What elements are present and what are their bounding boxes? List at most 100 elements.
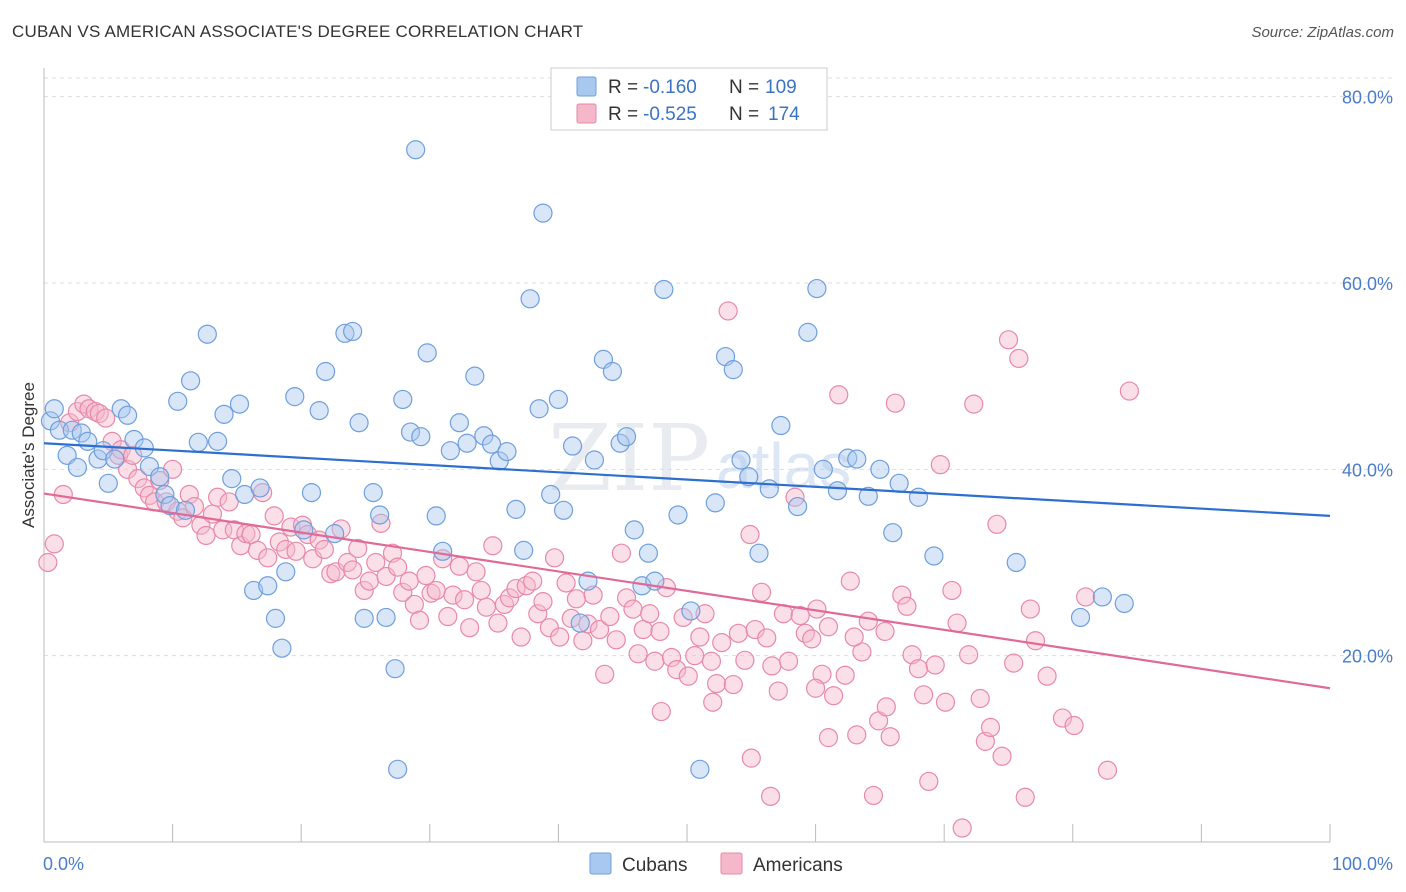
american-point-137 bbox=[812, 664, 832, 684]
american-point-149 bbox=[880, 727, 900, 747]
cuban-point-27 bbox=[222, 469, 242, 489]
american-point-17 bbox=[139, 485, 160, 506]
cuban-point-58 bbox=[457, 433, 477, 453]
american-point-184 bbox=[741, 748, 761, 768]
american-point-115 bbox=[690, 627, 710, 647]
cuban-point-80 bbox=[624, 520, 644, 540]
american-point-43 bbox=[286, 541, 306, 561]
cuban-point-75 bbox=[584, 450, 605, 470]
legend-r-value-1: -0.160 bbox=[643, 77, 697, 98]
american-point-175 bbox=[1025, 631, 1046, 651]
american-point-55 bbox=[354, 580, 374, 601]
cuban-point-5 bbox=[67, 457, 88, 478]
legend-swatch-americans bbox=[576, 103, 597, 124]
american-point-141 bbox=[835, 665, 855, 685]
cuban-point-109 bbox=[1006, 552, 1026, 573]
american-point-144 bbox=[852, 642, 872, 662]
cuban-point-25 bbox=[208, 431, 228, 451]
american-point-86 bbox=[528, 604, 548, 624]
american-point-106 bbox=[640, 604, 660, 624]
cuban-point-43 bbox=[343, 321, 363, 342]
american-point-61 bbox=[388, 557, 408, 577]
cuban-point-91 bbox=[731, 450, 751, 470]
american-point-177 bbox=[1052, 708, 1073, 728]
american-point-119 bbox=[712, 633, 732, 653]
cuban-point-34 bbox=[272, 638, 292, 658]
american-point-154 bbox=[908, 659, 929, 679]
cuban-point-22 bbox=[181, 371, 201, 391]
legend-swatch-cubans bbox=[576, 76, 597, 97]
cuban-point-84 bbox=[654, 279, 674, 300]
american-point-112 bbox=[673, 607, 693, 628]
y-tick-label-80: 80.0% bbox=[1342, 88, 1393, 108]
cuban-point-114 bbox=[406, 140, 426, 160]
cuban-point-31 bbox=[250, 478, 270, 498]
cuban-point-95 bbox=[771, 415, 791, 436]
cuban-point-92 bbox=[739, 467, 759, 487]
source-label: Source: ZipAtlas.com bbox=[1251, 24, 1394, 41]
cuban-point-73 bbox=[570, 613, 590, 633]
american-point-80 bbox=[494, 594, 514, 615]
american-point-1 bbox=[44, 534, 64, 554]
american-point-93 bbox=[566, 589, 587, 609]
cuban-point-64 bbox=[506, 499, 526, 519]
axes bbox=[43, 68, 1331, 843]
american-point-179 bbox=[1076, 587, 1096, 607]
american-point-127 bbox=[757, 628, 777, 648]
american-point-77 bbox=[476, 597, 496, 617]
cuban-point-69 bbox=[541, 484, 561, 505]
y-tick-labels: 20.0% 40.0% 60.0% 80.0% bbox=[1342, 88, 1393, 667]
cuban-point-20 bbox=[168, 391, 188, 411]
cuban-point-70 bbox=[548, 389, 569, 410]
american-point-126 bbox=[751, 582, 772, 602]
cuban-point-40 bbox=[316, 361, 336, 382]
cuban-point-57 bbox=[449, 413, 469, 433]
cuban-point-23 bbox=[188, 432, 208, 452]
y-tick-label-20: 20.0% bbox=[1342, 647, 1393, 667]
americans-points bbox=[38, 301, 1139, 838]
y-tick-label-40: 40.0% bbox=[1342, 460, 1393, 480]
cuban-point-99 bbox=[813, 459, 833, 479]
cuban-point-16 bbox=[139, 456, 160, 477]
american-point-95 bbox=[578, 614, 598, 634]
american-point-168 bbox=[987, 514, 1007, 534]
american-point-148 bbox=[875, 621, 895, 642]
cuban-point-33 bbox=[265, 608, 286, 628]
american-point-157 bbox=[925, 655, 945, 675]
american-point-155 bbox=[914, 685, 934, 705]
american-point-40 bbox=[269, 532, 289, 552]
american-point-145 bbox=[858, 611, 878, 631]
cuban-point-7 bbox=[78, 431, 98, 451]
american-point-118 bbox=[706, 674, 727, 694]
american-point-27 bbox=[196, 525, 216, 546]
american-point-186 bbox=[651, 701, 671, 722]
cuban-point-71 bbox=[553, 500, 574, 520]
american-point-98 bbox=[595, 664, 615, 684]
american-point-83 bbox=[511, 627, 531, 647]
american-point-173 bbox=[1015, 787, 1035, 807]
american-point-113 bbox=[678, 666, 698, 686]
american-point-14 bbox=[123, 445, 143, 465]
cuban-point-32 bbox=[258, 576, 278, 596]
american-point-121 bbox=[723, 674, 743, 695]
cuban-point-63 bbox=[497, 442, 517, 462]
cuban-point-45 bbox=[354, 608, 374, 628]
american-point-89 bbox=[544, 548, 565, 568]
american-point-188 bbox=[844, 627, 864, 647]
cuban-point-56 bbox=[440, 441, 460, 461]
bottom-legend-swatch-americans bbox=[720, 852, 743, 875]
cuban-point-44 bbox=[349, 413, 369, 433]
american-point-103 bbox=[623, 599, 643, 619]
american-point-31 bbox=[219, 492, 239, 512]
cuban-point-1 bbox=[44, 399, 64, 419]
american-point-139 bbox=[824, 686, 844, 706]
american-point-169 bbox=[992, 746, 1012, 766]
cuban-point-107 bbox=[908, 487, 929, 507]
american-point-100 bbox=[606, 630, 626, 650]
bottom-legend-label-cubans: Cubans bbox=[622, 855, 688, 876]
cuban-point-85 bbox=[668, 505, 688, 525]
cuban-point-28 bbox=[229, 394, 250, 414]
cuban-point-108 bbox=[924, 546, 944, 566]
american-point-48 bbox=[314, 539, 334, 560]
cuban-point-54 bbox=[426, 506, 446, 526]
